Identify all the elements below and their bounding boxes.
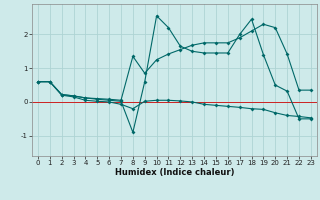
X-axis label: Humidex (Indice chaleur): Humidex (Indice chaleur) (115, 168, 234, 177)
